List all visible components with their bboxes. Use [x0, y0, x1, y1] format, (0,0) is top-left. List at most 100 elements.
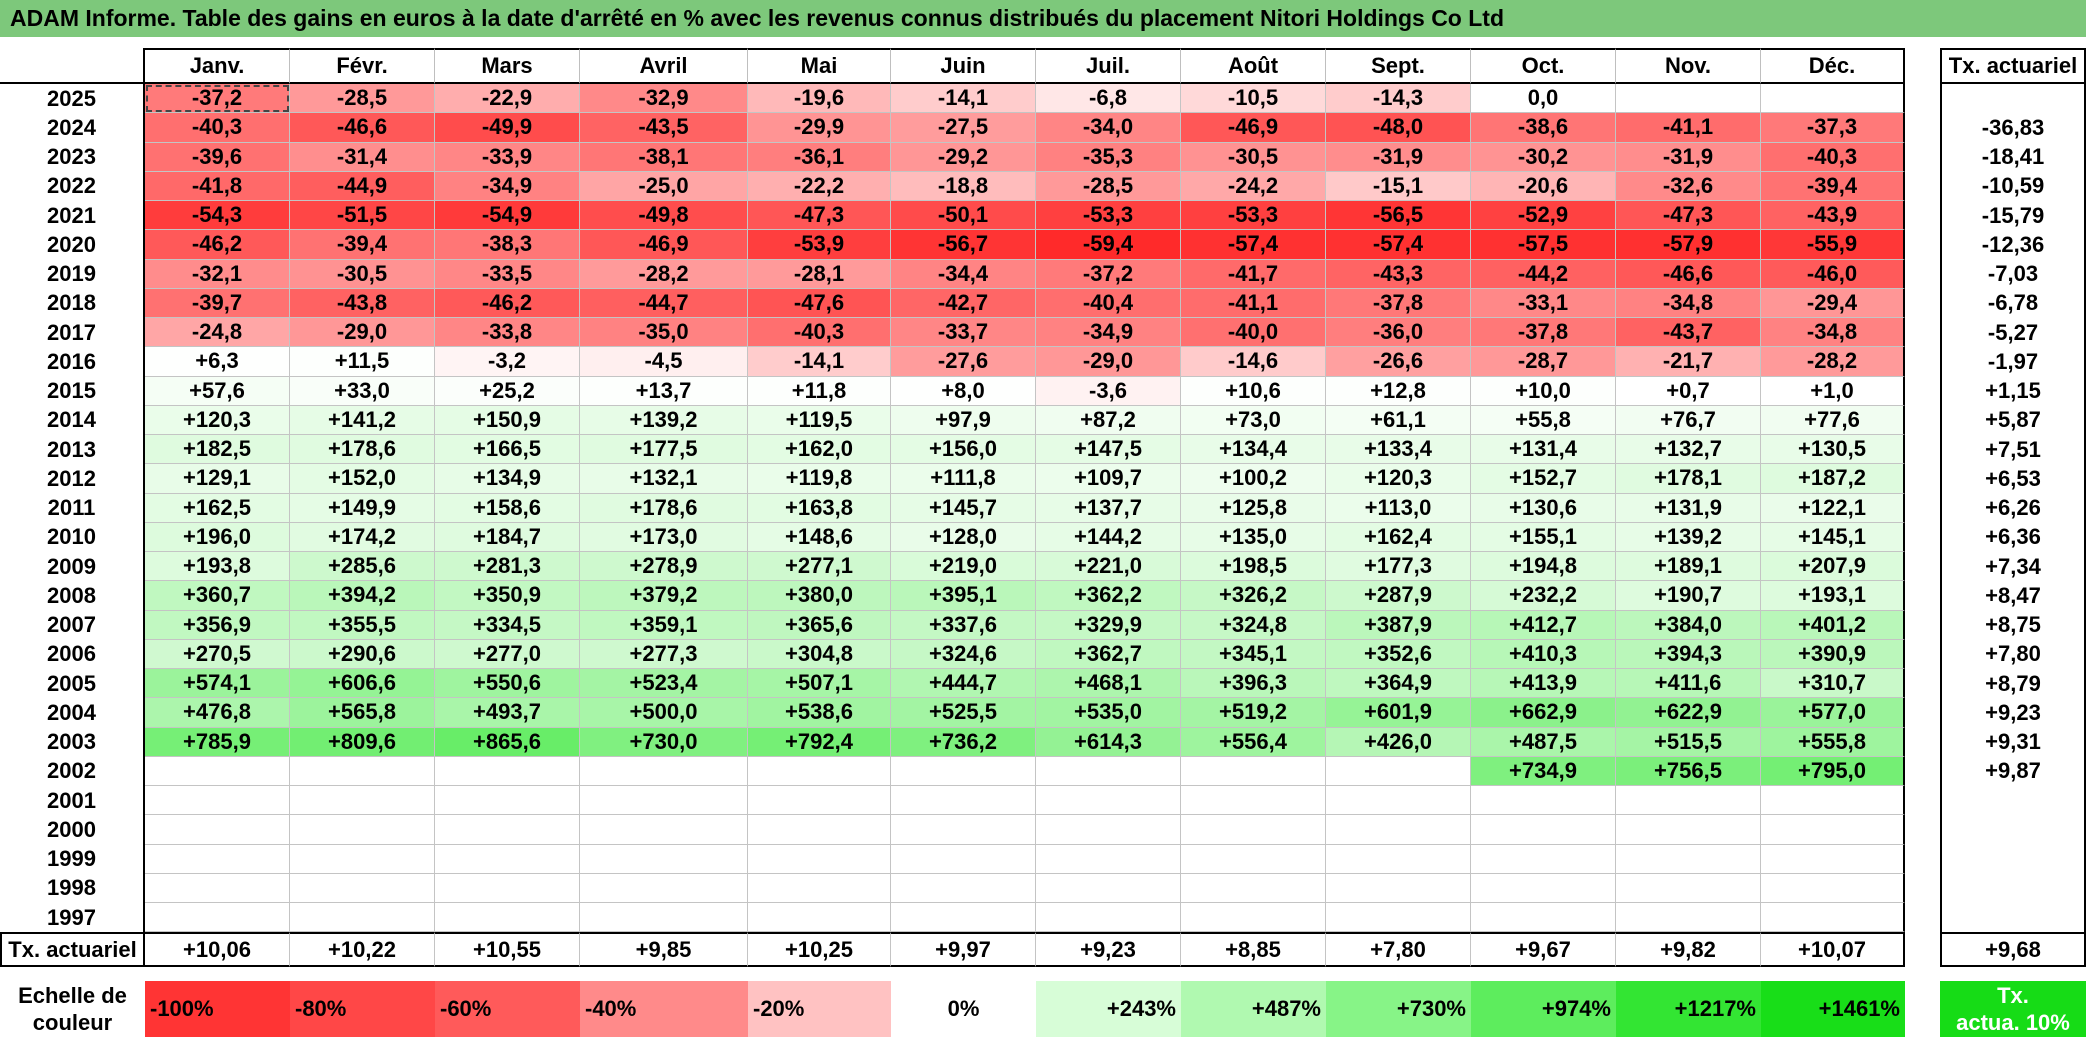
- heatmap-cell: -18,8: [891, 171, 1036, 201]
- heatmap-cell: +97,9: [891, 405, 1036, 435]
- heatmap-cell: -22,2: [748, 171, 891, 201]
- heatmap-cell: +156,0: [891, 435, 1036, 465]
- row-summary-cell: +8,47: [1940, 581, 2086, 611]
- row-summary-cell: -18,41: [1940, 142, 2086, 172]
- heatmap-cell: +155,1: [1471, 522, 1616, 552]
- heatmap-cell: +144,2: [1036, 522, 1181, 552]
- heatmap-cell: +232,2: [1471, 581, 1616, 611]
- heatmap-cell: +130,6: [1471, 493, 1616, 523]
- heatmap-cell: -56,7: [891, 230, 1036, 260]
- heatmap-cell: [145, 815, 290, 845]
- row-summary-cell: +6,36: [1940, 522, 2086, 552]
- row-summary-cell: +7,34: [1940, 552, 2086, 582]
- column-header: Mai: [748, 48, 891, 84]
- heatmap-cell: [1761, 84, 1905, 114]
- heatmap-cell: [748, 786, 891, 816]
- heatmap-cell: +507,1: [748, 669, 891, 699]
- heatmap-cell: [1036, 756, 1181, 786]
- row-header: 2015: [0, 376, 145, 406]
- heatmap-cell: +177,5: [580, 435, 748, 465]
- heatmap-cell: -35,3: [1036, 142, 1181, 172]
- heatmap-cell: +734,9: [1471, 756, 1616, 786]
- heatmap-cell: [1036, 786, 1181, 816]
- heatmap-cell: -49,8: [580, 201, 748, 231]
- heatmap-cell: +281,3: [435, 552, 580, 582]
- heatmap-cell: +329,9: [1036, 610, 1181, 640]
- heatmap-cell: +111,8: [891, 464, 1036, 494]
- heatmap-cell: -3,6: [1036, 376, 1181, 406]
- heatmap-cell: -33,5: [435, 259, 580, 289]
- row-header: 2021: [0, 201, 145, 231]
- heatmap-cell: +196,0: [145, 522, 290, 552]
- heatmap-cell: [1761, 815, 1905, 845]
- heatmap-cell: +364,9: [1326, 669, 1471, 699]
- heatmap-cell: [145, 756, 290, 786]
- heatmap-cell: -47,3: [748, 201, 891, 231]
- heatmap-cell: +132,1: [580, 464, 748, 494]
- color-scale-swatch: +974%: [1471, 981, 1616, 1037]
- heatmap-cell: -39,7: [145, 288, 290, 318]
- column-summary-cell: +9,85: [580, 932, 748, 968]
- row-summary-cell: -7,03: [1940, 259, 2086, 289]
- row-header: 1997: [0, 903, 145, 933]
- row-header: 2019: [0, 259, 145, 289]
- corner-cell: [0, 48, 145, 84]
- heatmap-cell: +12,8: [1326, 376, 1471, 406]
- row-header: 2022: [0, 171, 145, 201]
- heatmap-cell: [1326, 756, 1471, 786]
- heatmap-cell: [1181, 815, 1326, 845]
- heatmap-cell: [1471, 903, 1616, 933]
- heatmap-cell: -40,3: [1761, 142, 1905, 172]
- heatmap-cell: [1181, 786, 1326, 816]
- color-scale-swatch: -80%: [290, 981, 435, 1037]
- heatmap-cell: -39,4: [290, 230, 435, 260]
- heatmap-cell: -57,4: [1326, 230, 1471, 260]
- heatmap-cell: -49,9: [435, 113, 580, 143]
- heatmap-cell: +493,7: [435, 698, 580, 728]
- heatmap-cell: +662,9: [1471, 698, 1616, 728]
- heatmap-cell: +125,8: [1181, 493, 1326, 523]
- heatmap-cell: +468,1: [1036, 669, 1181, 699]
- heatmap-cell: -28,7: [1471, 347, 1616, 377]
- heatmap-cell: -30,2: [1471, 142, 1616, 172]
- color-scale-legend: Echelle de couleur -100% -80% -60% -40% -20% 0…: [0, 981, 2086, 1037]
- heatmap-cell: [891, 873, 1036, 903]
- heatmap-cell: [1761, 873, 1905, 903]
- heatmap-cell: -36,0: [1326, 318, 1471, 348]
- heatmap-cell: [1181, 873, 1326, 903]
- row-summary-cell: -6,78: [1940, 288, 2086, 318]
- heatmap-cell: -37,8: [1471, 318, 1616, 348]
- row-header: 2017: [0, 318, 145, 348]
- heatmap-cell: +139,2: [580, 405, 748, 435]
- heatmap-cell: +795,0: [1761, 756, 1905, 786]
- heatmap-cell: [580, 844, 748, 874]
- row-summary-cell: [1940, 903, 2086, 933]
- heatmap-cell: +444,7: [891, 669, 1036, 699]
- heatmap-cell: [145, 903, 290, 933]
- heatmap-cell: +187,2: [1761, 464, 1905, 494]
- heatmap-cell: +163,8: [748, 493, 891, 523]
- column-header: Janv.: [145, 48, 290, 84]
- heatmap-cell: +174,2: [290, 522, 435, 552]
- heatmap-cell: [1326, 873, 1471, 903]
- row-summary-cell: +8,75: [1940, 610, 2086, 640]
- row-summary-cell: +9,23: [1940, 698, 2086, 728]
- heatmap-cell: -27,6: [891, 347, 1036, 377]
- heatmap-cell: +130,5: [1761, 435, 1905, 465]
- heatmap-cell: -46,2: [145, 230, 290, 260]
- heatmap-cell: +394,2: [290, 581, 435, 611]
- heatmap-cell: -4,5: [580, 347, 748, 377]
- heatmap-cell: [1181, 756, 1326, 786]
- heatmap-cell: +193,1: [1761, 581, 1905, 611]
- heatmap-cell: [435, 756, 580, 786]
- column-header: Août: [1181, 48, 1326, 84]
- heatmap-cell: [1326, 903, 1471, 933]
- heatmap-cell: +411,6: [1616, 669, 1761, 699]
- heatmap-cell: +120,3: [145, 405, 290, 435]
- heatmap-cell: [1036, 815, 1181, 845]
- heatmap-cell: -53,3: [1181, 201, 1326, 231]
- heatmap-cell: -31,9: [1616, 142, 1761, 172]
- heatmap-cell: -46,9: [580, 230, 748, 260]
- summary-column: Tx. actuariel -36,83 -18,41 -10,59 -15,79 -12…: [1940, 48, 2086, 968]
- heatmap-cell: +396,3: [1181, 669, 1326, 699]
